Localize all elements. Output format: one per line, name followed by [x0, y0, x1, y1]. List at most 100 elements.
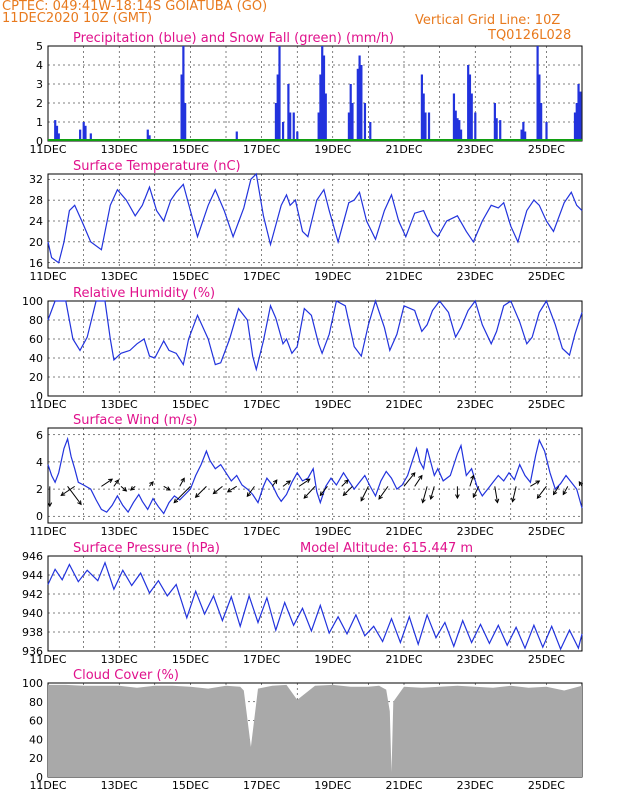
wind-arrow — [60, 485, 75, 496]
wind-arrow-head — [535, 480, 541, 485]
precip-bar — [456, 118, 459, 141]
x-tick-label: 11DEC — [29, 779, 66, 792]
x-tick-label: 19DEC — [314, 525, 351, 538]
model-altitude: Model Altitude: 615.447 m — [300, 541, 473, 556]
precip-bar — [579, 91, 582, 141]
y-tick-label: 940 — [22, 607, 43, 620]
y-tick-label: 0 — [36, 390, 43, 403]
x-tick-label: 25DEC — [528, 270, 565, 283]
wind-arrow-head — [165, 486, 171, 491]
x-tick-label: 13DEC — [101, 398, 138, 411]
panel-title: Surface Pressure (hPa) — [73, 541, 220, 556]
wind-arrow-head — [305, 478, 311, 483]
panel-frame — [47, 427, 583, 524]
model-code: TQ0126L028 — [488, 28, 572, 43]
x-tick-label: 23DEC — [457, 779, 494, 792]
wind-arrow — [195, 486, 207, 498]
y-tick-label: 3 — [36, 78, 43, 91]
x-tick-label: 11DEC — [29, 653, 66, 666]
y-tick-label: 20 — [29, 236, 43, 249]
y-tick-label: 28 — [29, 194, 43, 207]
x-tick-label: 19DEC — [314, 143, 351, 156]
y-tick-label: 60 — [29, 333, 43, 346]
wind-arrow-head — [319, 491, 325, 497]
wind-arrow — [173, 486, 191, 503]
precip-bar — [317, 112, 320, 141]
panel-title: Surface Wind (m/s) — [73, 413, 197, 428]
wind-arrow — [430, 486, 435, 500]
precip-bar — [467, 65, 470, 141]
wind-arrow-head — [212, 489, 218, 495]
precip-bar — [57, 133, 60, 141]
precip-bar — [148, 135, 151, 141]
wind-arrow — [246, 486, 255, 497]
wind-arrow-head — [455, 494, 460, 500]
wind-arrow — [562, 486, 569, 495]
precip-bar — [493, 103, 496, 141]
x-tick-label: 13DEC — [101, 653, 138, 666]
x-tick-label: 19DEC — [314, 779, 351, 792]
x-tick-label: 19DEC — [314, 270, 351, 283]
precip-bar — [524, 131, 527, 141]
wind-arrow-head — [246, 492, 252, 498]
x-tick-label: 25DEC — [528, 143, 565, 156]
wind-arrow — [512, 486, 517, 502]
precip-bar — [146, 129, 149, 141]
wind-arrow — [101, 478, 113, 487]
wind-arrow — [341, 479, 349, 487]
wind-arrow-head — [47, 502, 53, 508]
precip-bar — [356, 68, 359, 141]
x-tick-label: 25DEC — [528, 398, 565, 411]
precip-bar — [360, 65, 363, 141]
y-tick-label: 936 — [22, 645, 43, 658]
x-tick-label: 11DEC — [29, 525, 66, 538]
precip-bar — [522, 122, 525, 141]
precip-bar — [55, 125, 59, 141]
x-tick-label: 25DEC — [528, 525, 565, 538]
wind-arrow-head — [511, 497, 516, 503]
x-tick-label: 19DEC — [314, 398, 351, 411]
wind-arrow-head — [378, 494, 383, 500]
x-tick-label: 21DEC — [385, 653, 422, 666]
wind-arrow-head — [472, 493, 477, 499]
x-tick-label: 13DEC — [101, 270, 138, 283]
y-tick-label: 6 — [36, 429, 43, 442]
station-header: CPTEC: 049:41W-18:14S GOIATUBA (GO) — [2, 0, 268, 14]
panel-3 — [47, 427, 584, 524]
precip-bar — [274, 103, 278, 141]
precip-bar — [84, 125, 87, 141]
x-tick-label: 21DEC — [385, 143, 422, 156]
x-tick-label: 15DEC — [172, 525, 209, 538]
precip-bar — [369, 122, 372, 141]
precip-bar — [495, 118, 498, 141]
y-tick-label: 0 — [36, 135, 43, 148]
precip-bar — [468, 74, 472, 141]
y-tick-label: 20 — [29, 752, 43, 765]
x-tick-label: 21DEC — [385, 270, 422, 283]
panel-0 — [47, 45, 583, 142]
wind-arrow-head — [60, 491, 66, 496]
panel-5 — [47, 682, 583, 778]
panel-frame — [47, 45, 583, 142]
precip-bar — [349, 84, 352, 141]
panel-4 — [47, 555, 583, 652]
wind-arrow-head — [429, 494, 434, 501]
x-tick-label: 11DEC — [29, 143, 66, 156]
precip-bar — [422, 93, 425, 141]
wind-arrow — [120, 485, 127, 492]
wind-arrow-head — [342, 491, 348, 497]
wind-arrow-head — [360, 496, 365, 502]
precip-bar — [276, 74, 279, 141]
panel-frame — [47, 555, 583, 652]
wind-arrow-head — [129, 486, 135, 491]
precip-bar — [82, 122, 85, 141]
x-tick-label: 13DEC — [101, 525, 138, 538]
x-tick-label: 15DEC — [172, 779, 209, 792]
wind-arrow-head — [562, 490, 567, 496]
x-tick-label: 11DEC — [29, 398, 66, 411]
x-tick-label: 19DEC — [314, 653, 351, 666]
y-tick-label: 0 — [36, 510, 43, 523]
panel-title: Relative Humidity (%) — [73, 286, 215, 301]
forecast-date: 11DEC2020 10Z (GMT) — [2, 11, 153, 26]
x-tick-label: 21DEC — [385, 398, 422, 411]
